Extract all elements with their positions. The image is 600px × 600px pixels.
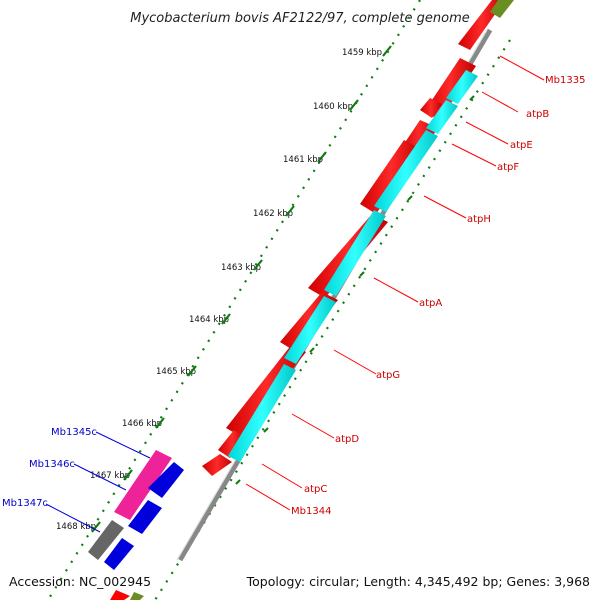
kbp-tick-marks — [91, 45, 392, 533]
right-gene-labels: Mb1335 atpB atpE atpF atpH atpA atpG atp… — [291, 75, 585, 517]
accession-text: Accession: NC_002945 — [9, 574, 151, 589]
topology-text: Topology: circular; Length: 4,345,492 bp… — [246, 574, 590, 589]
tick-1467: 1467 kbp — [90, 471, 130, 481]
cds-forward-track — [202, 0, 505, 476]
label-atpD[interactable]: atpD — [335, 434, 359, 445]
label-atpA[interactable]: atpA — [419, 298, 442, 309]
gene-atpC-block[interactable] — [218, 430, 246, 458]
label-mb1335[interactable]: Mb1335 — [545, 75, 585, 86]
label-mb1345c[interactable]: Mb1345c — [51, 427, 97, 438]
tick-1462: 1462 kbp — [253, 209, 293, 219]
kbp-tick-labels: 1459 kbp 1460 kbp 1461 kbp 1462 kbp 1463… — [56, 48, 382, 532]
cds-cyan-track — [228, 70, 478, 462]
cyan-segment-1 — [446, 70, 478, 104]
label-atpB[interactable]: atpB — [526, 109, 549, 120]
olive-gene-block — [490, 0, 514, 18]
gene-atpE-block[interactable] — [420, 98, 442, 118]
gene-mb1344-block[interactable] — [202, 454, 232, 476]
outer-dotted-track-right — [154, 39, 511, 600]
label-mb1347c[interactable]: Mb1347c — [2, 498, 48, 509]
gene-mb1347c-block-2[interactable] — [104, 538, 134, 570]
cyan-segment-6 — [228, 364, 296, 462]
tick-1465: 1465 kbp — [156, 367, 196, 377]
cyan-segment-4 — [324, 210, 386, 296]
label-atpF[interactable]: atpF — [497, 162, 519, 173]
outer-dotted-track-left — [47, 0, 421, 600]
right-leader-lines — [245, 55, 545, 511]
map-title: Mycobacterium bovis AF2122/97, complete … — [130, 11, 469, 26]
tick-1463: 1463 kbp — [221, 263, 261, 273]
cyan-segment-5 — [284, 296, 336, 364]
tick-1461: 1461 kbp — [283, 155, 323, 165]
tick-1459: 1459 kbp — [342, 48, 382, 58]
tick-1464: 1464 kbp — [189, 315, 229, 325]
gene-bottom-olive — [130, 592, 144, 600]
gene-mb1346c-block-2[interactable] — [128, 500, 162, 534]
label-mb1344[interactable]: Mb1344 — [291, 506, 331, 517]
left-gene-labels: Mb1345c Mb1346c Mb1347c — [2, 427, 97, 509]
cyan-segment-3 — [374, 130, 438, 212]
inner-tick-marks — [235, 95, 475, 485]
left-leader-lines — [45, 431, 151, 533]
gene-mb1345c-block[interactable] — [114, 450, 172, 520]
label-atpG[interactable]: atpG — [376, 370, 400, 381]
gene-mb1346c-block[interactable] — [148, 462, 184, 498]
label-atpC[interactable]: atpC — [304, 484, 327, 495]
label-mb1346c[interactable]: Mb1346c — [29, 459, 75, 470]
gene-mb1347c-block[interactable] — [88, 520, 124, 560]
tick-1460: 1460 kbp — [313, 102, 353, 112]
label-atpE[interactable]: atpE — [510, 140, 533, 151]
tick-1466: 1466 kbp — [122, 419, 162, 429]
tick-1468: 1468 kbp — [56, 522, 96, 532]
label-atpH[interactable]: atpH — [467, 214, 491, 225]
gene-bottom-red — [110, 590, 130, 600]
cyan-segment-2 — [426, 100, 458, 134]
